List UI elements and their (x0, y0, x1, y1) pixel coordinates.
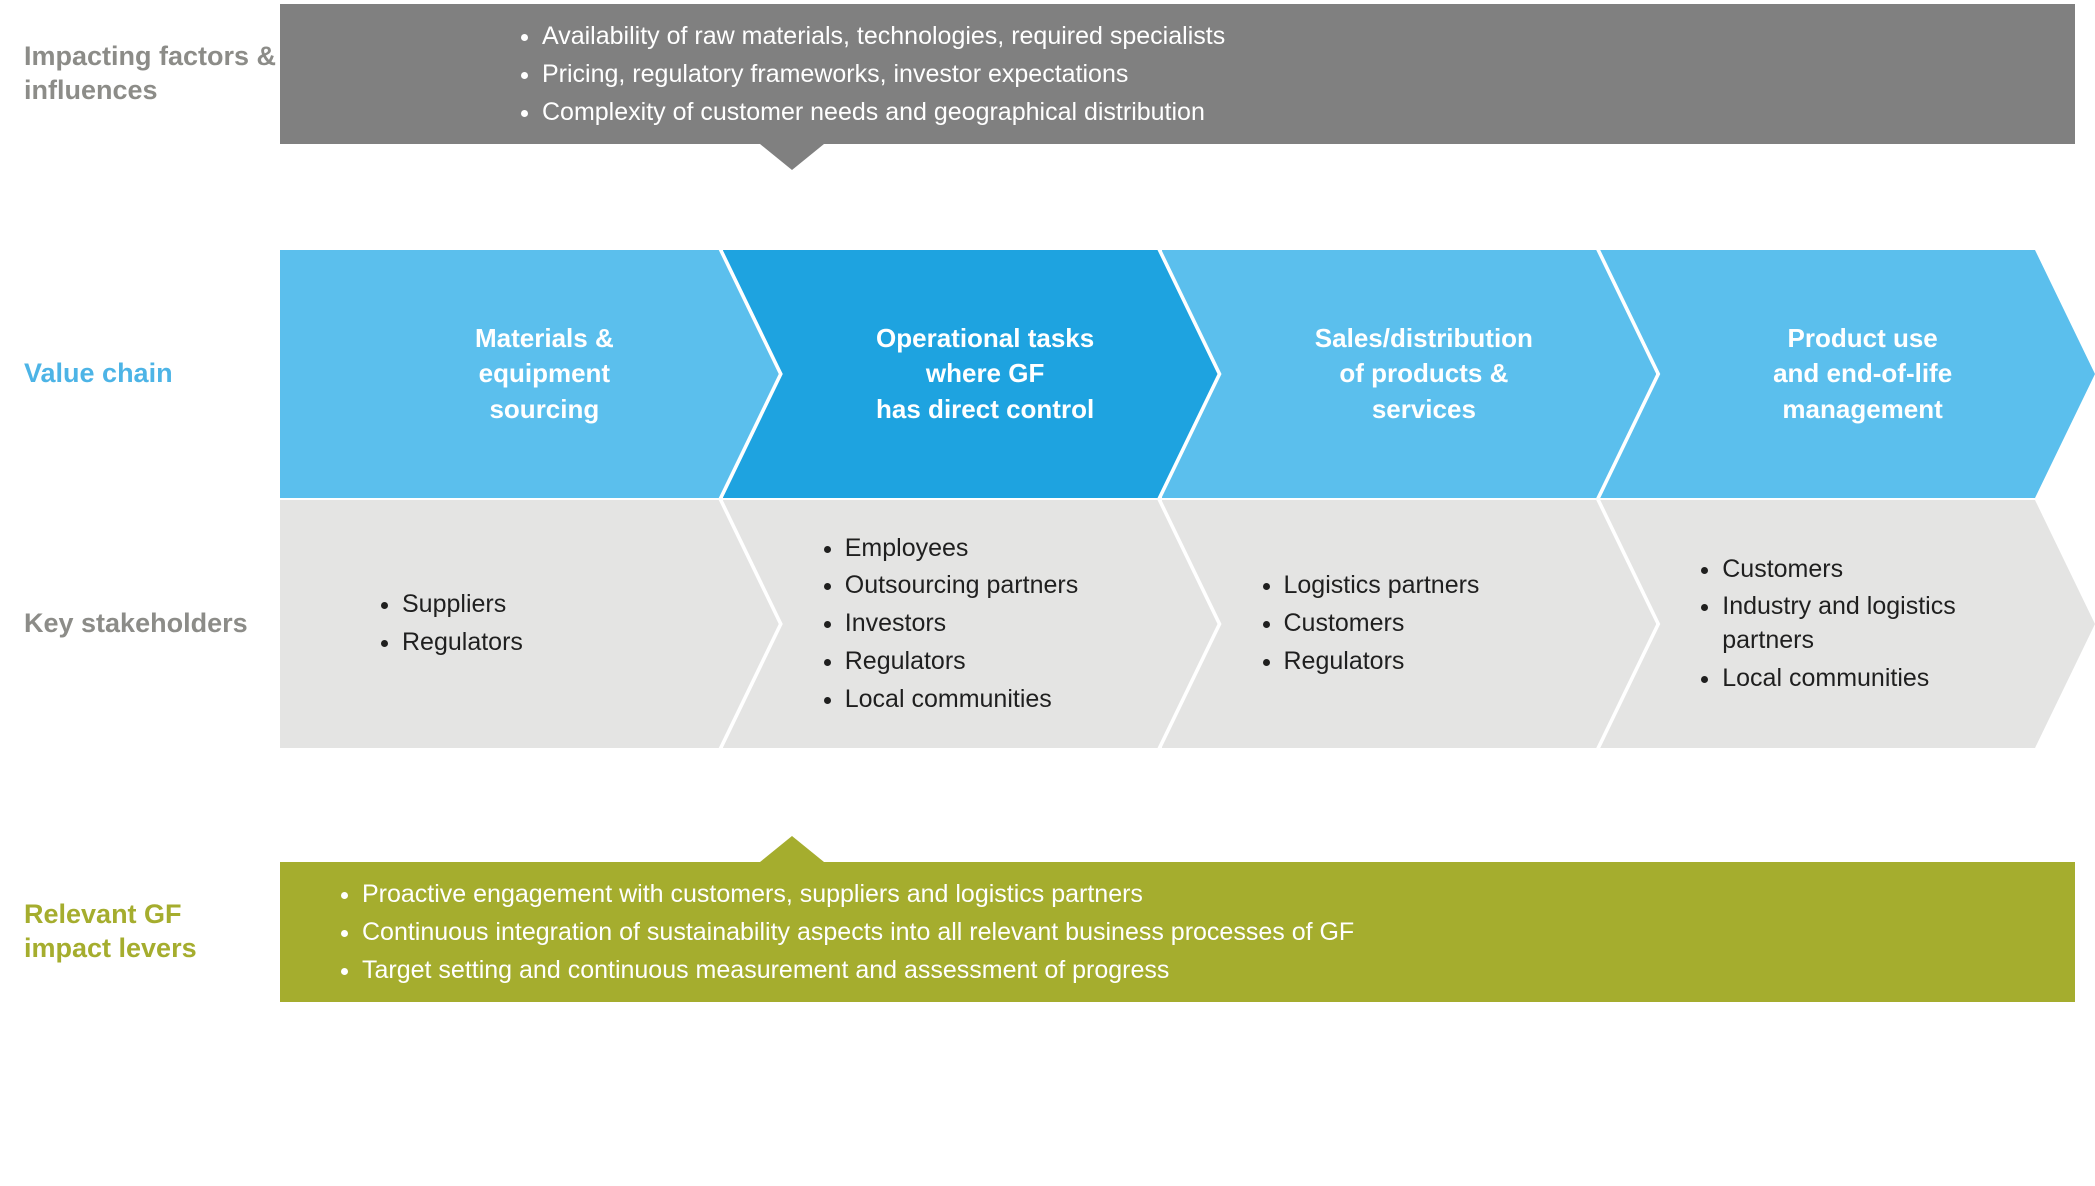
impacting-factors-box: Availability of raw materials, technolog… (280, 4, 2075, 144)
stakeholder-chevron: EmployeesOutsourcing partnersInvestorsRe… (723, 500, 1218, 748)
stakeholders-content: SuppliersRegulatorsEmployeesOutsourcing … (280, 500, 2095, 748)
arrow-down-icon (760, 144, 824, 170)
stakeholder-item: Suppliers (402, 586, 523, 624)
stakeholder-item: Logistics partners (1284, 567, 1480, 605)
stakeholders-label: Key stakeholders (0, 500, 280, 748)
stakeholder-item: Industry and logistics partners (1722, 588, 2025, 660)
stakeholder-item: Outsourcing partners (845, 567, 1078, 605)
stakeholder-list: EmployeesOutsourcing partnersInvestorsRe… (823, 530, 1078, 719)
value-chain-stage-text: Operational tasks where GF has direct co… (876, 321, 1094, 426)
impact-levers-box: Proactive engagement with customers, sup… (280, 862, 2075, 1002)
impacting-factors-bullet: Availability of raw materials, technolog… (542, 17, 1225, 55)
value-chain-chevron: Materials & equipment sourcing (280, 250, 779, 498)
stakeholder-item: Customers (1284, 605, 1480, 643)
impact-levers-content: Proactive engagement with customers, sup… (280, 862, 2095, 1002)
arrow-up-icon (760, 836, 824, 862)
impacting-factors-bullet: Pricing, regulatory frameworks, investor… (542, 55, 1225, 93)
impacting-factors-content: Availability of raw materials, technolog… (280, 4, 2095, 144)
stakeholder-chevron: SuppliersRegulators (280, 500, 779, 748)
stakeholder-list: SuppliersRegulators (380, 586, 523, 662)
stakeholder-item: Local communities (845, 681, 1078, 719)
stakeholder-item: Regulators (402, 624, 523, 662)
impact-levers-bullet: Target setting and continuous measuremen… (362, 951, 1354, 989)
stakeholder-item: Regulators (845, 643, 1078, 681)
impacting-factors-bullet: Complexity of customer needs and geograp… (542, 93, 1225, 131)
impact-levers-bullet: Proactive engagement with customers, sup… (362, 875, 1354, 913)
value-chain-track: Materials & equipment sourcing Operationa… (280, 250, 2095, 498)
impacting-factors-list: Availability of raw materials, technolog… (520, 17, 1225, 132)
impacting-factors-label: Impacting factors & influences (0, 40, 280, 108)
value-chain-row: Value chain Materials & equipment sourci… (0, 250, 2095, 498)
value-chain-chevron: Operational tasks where GF has direct co… (723, 250, 1218, 498)
impacting-factors-row: Impacting factors & influences Availabil… (0, 4, 2095, 144)
stakeholders-track: SuppliersRegulatorsEmployeesOutsourcing … (280, 500, 2095, 748)
impact-levers-label: Relevant GF impact levers (0, 898, 280, 966)
value-chain-content: Materials & equipment sourcing Operationa… (280, 250, 2095, 498)
impact-levers-row: Relevant GF impact levers Proactive enga… (0, 862, 2095, 1002)
stakeholder-item: Employees (845, 530, 1078, 568)
value-chain-label: Value chain (0, 250, 280, 498)
value-chain-stage-text: Sales/distribution of products & service… (1315, 321, 1533, 426)
stakeholder-chevron: CustomersIndustry and logistics partners… (1600, 500, 2095, 748)
stakeholder-chevron: Logistics partnersCustomersRegulators (1162, 500, 1657, 748)
value-chain-chevron: Sales/distribution of products & service… (1162, 250, 1657, 498)
value-chain-chevron: Product use and end-of-life management (1600, 250, 2095, 498)
stakeholder-list: CustomersIndustry and logistics partners… (1700, 551, 2025, 698)
value-chain-stage-text: Product use and end-of-life management (1773, 321, 1952, 426)
stakeholder-item: Regulators (1284, 643, 1480, 681)
stakeholders-row: Key stakeholders SuppliersRegulatorsEmpl… (0, 500, 2095, 748)
impact-levers-bullet: Continuous integration of sustainability… (362, 913, 1354, 951)
stakeholder-item: Local communities (1722, 660, 2025, 698)
value-chain-stage-text: Materials & equipment sourcing (475, 321, 614, 426)
stakeholder-item: Investors (845, 605, 1078, 643)
stakeholder-item: Customers (1722, 551, 2025, 589)
stakeholder-list: Logistics partnersCustomersRegulators (1262, 567, 1480, 680)
impact-levers-list: Proactive engagement with customers, sup… (340, 875, 1354, 990)
